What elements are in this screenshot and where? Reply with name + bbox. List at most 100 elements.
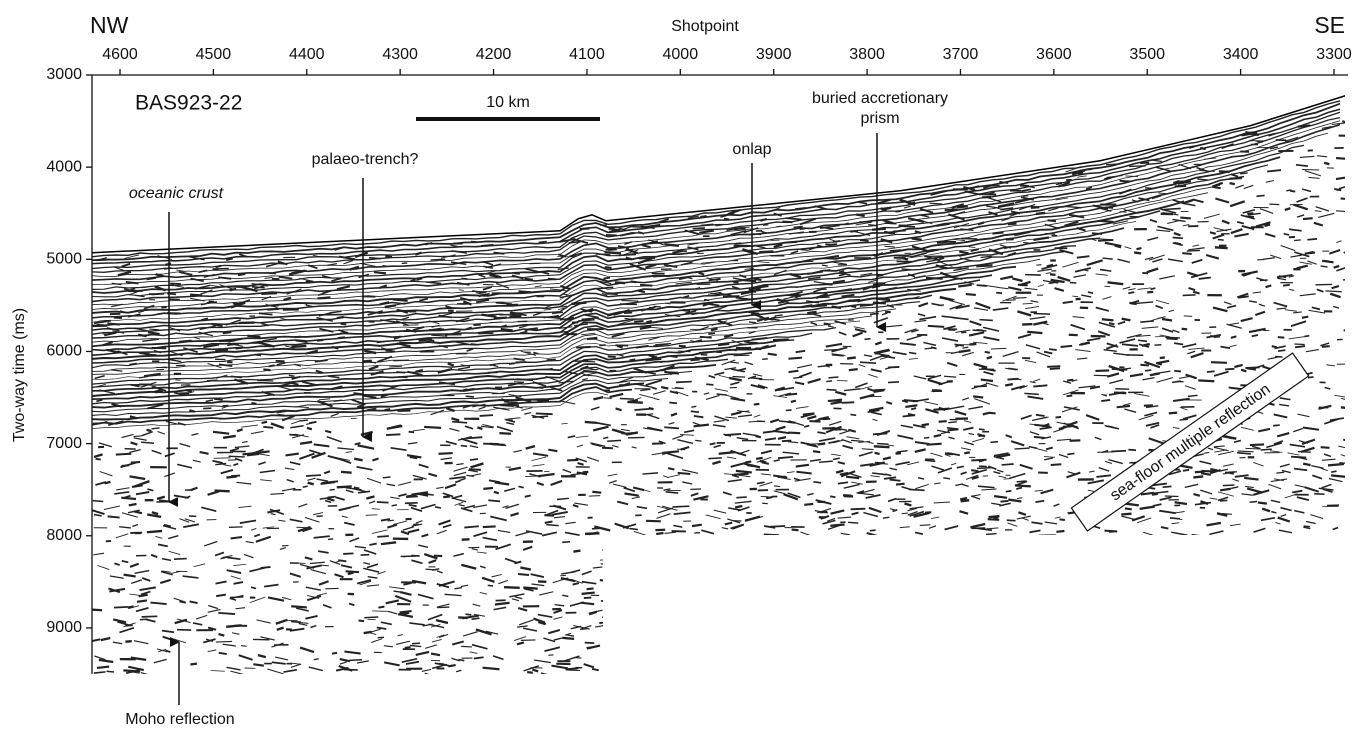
texture [1227, 306, 1236, 308]
texture [1107, 373, 1119, 376]
texture [291, 606, 307, 607]
texture [448, 364, 454, 366]
texture [504, 488, 515, 491]
texture [1281, 246, 1296, 251]
texture [699, 231, 714, 233]
texture [306, 587, 321, 590]
texture [483, 488, 493, 489]
texture [532, 457, 547, 461]
texture [1227, 324, 1242, 328]
texture [695, 440, 701, 441]
texture [1296, 165, 1308, 166]
texture [1150, 220, 1157, 222]
texture [948, 422, 956, 423]
texture [561, 423, 567, 424]
texture [979, 320, 992, 321]
texture [241, 425, 258, 427]
y-tick-label: 8000 [46, 527, 82, 544]
texture [441, 458, 452, 460]
texture [1033, 385, 1047, 386]
texture [369, 633, 376, 635]
texture [1289, 289, 1294, 290]
direction-nw: NW [90, 12, 129, 38]
texture [515, 597, 523, 599]
texture [668, 468, 674, 469]
texture [520, 568, 530, 570]
annotation: Moho reflection [125, 711, 234, 728]
texture [291, 664, 301, 667]
texture [582, 379, 588, 380]
texture [1312, 307, 1320, 309]
texture [981, 380, 993, 381]
texture [177, 464, 192, 467]
texture [1172, 381, 1180, 383]
texture [477, 427, 482, 429]
texture [584, 664, 594, 667]
texture [445, 484, 456, 488]
texture [1188, 248, 1204, 250]
texture [1067, 380, 1073, 381]
texture [137, 600, 147, 601]
texture [949, 437, 955, 439]
texture [480, 566, 485, 568]
texture [310, 562, 325, 563]
texture [860, 362, 876, 363]
texture [990, 442, 998, 443]
texture [509, 468, 521, 470]
texture [1210, 498, 1218, 499]
texture [886, 402, 892, 404]
texture [656, 533, 663, 534]
texture [174, 495, 189, 497]
texture [313, 513, 323, 515]
texture [1272, 346, 1277, 347]
texture [443, 525, 452, 528]
texture [235, 446, 250, 447]
texture [776, 427, 786, 430]
texture [546, 525, 558, 526]
texture [568, 436, 575, 438]
texture [432, 569, 439, 570]
texture [303, 486, 308, 487]
texture [357, 467, 373, 470]
texture [94, 515, 102, 516]
texture [155, 536, 162, 538]
texture [385, 305, 396, 307]
texture [807, 416, 816, 419]
texture [201, 507, 216, 511]
texture [1140, 365, 1148, 366]
texture [1024, 288, 1037, 289]
texture [1285, 208, 1290, 210]
texture [1102, 297, 1111, 300]
texture [1140, 507, 1155, 509]
texture [566, 668, 579, 669]
texture [970, 524, 985, 527]
texture [107, 671, 114, 672]
texture [233, 564, 246, 565]
texture [311, 570, 326, 574]
texture [1077, 176, 1086, 177]
texture [307, 428, 312, 429]
texture [1128, 289, 1135, 290]
texture [472, 645, 488, 649]
texture [634, 531, 648, 535]
texture [652, 387, 657, 389]
texture [1201, 473, 1211, 475]
texture [1262, 509, 1270, 512]
texture [1098, 331, 1110, 335]
texture [997, 470, 1003, 472]
texture [986, 534, 997, 535]
texture [1037, 269, 1051, 271]
texture [1252, 335, 1258, 336]
texture [714, 420, 725, 422]
texture [244, 554, 254, 557]
texture [157, 432, 164, 435]
y-tick-label: 7000 [46, 435, 82, 452]
texture [1297, 414, 1309, 417]
texture [437, 530, 447, 534]
texture [942, 316, 955, 317]
texture [340, 659, 350, 661]
texture [673, 506, 690, 507]
texture [1300, 156, 1315, 157]
texture [490, 275, 502, 277]
texture [390, 497, 399, 499]
